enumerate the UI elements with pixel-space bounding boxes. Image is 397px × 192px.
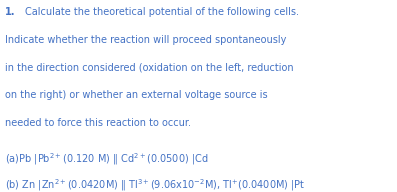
Text: needed to force this reaction to occur.: needed to force this reaction to occur. (5, 118, 191, 128)
Text: in the direction considered (oxidation on the left, reduction: in the direction considered (oxidation o… (5, 62, 294, 72)
Text: (b) Zn $|$Zn$^{2+}$(0.0420M) $\|$ Tl$^{3+}$(9.06x10$^{-2}$M), Tl$^{+}$(0.0400M) : (b) Zn $|$Zn$^{2+}$(0.0420M) $\|$ Tl$^{3… (5, 178, 306, 192)
Text: 1.: 1. (5, 7, 15, 17)
Text: Indicate whether the reaction will proceed spontaneously: Indicate whether the reaction will proce… (5, 35, 287, 45)
Text: on the right) or whether an external voltage source is: on the right) or whether an external vol… (5, 90, 268, 100)
Text: Calculate the theoretical potential of the following cells.: Calculate the theoretical potential of t… (25, 7, 299, 17)
Text: (a)Pb $|$Pb$^{2+}$(0.120 M) $\|$ Cd$^{2+}$(0.0500) $|$Cd: (a)Pb $|$Pb$^{2+}$(0.120 M) $\|$ Cd$^{2+… (5, 151, 209, 166)
